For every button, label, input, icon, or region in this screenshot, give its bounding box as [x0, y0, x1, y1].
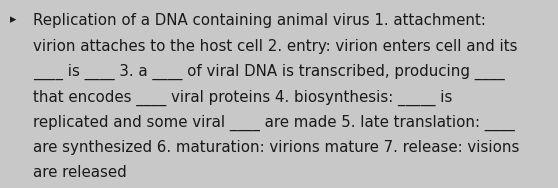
- Text: ▸: ▸: [10, 13, 16, 26]
- Text: are synthesized 6. maturation: virions mature 7. release: visions: are synthesized 6. maturation: virions m…: [33, 140, 520, 155]
- Text: virion attaches to the host cell 2. entry: virion enters cell and its: virion attaches to the host cell 2. entr…: [33, 39, 518, 54]
- Text: Replication of a DNA containing animal virus 1. attachment:: Replication of a DNA containing animal v…: [33, 13, 487, 28]
- Text: replicated and some viral ____ are made 5. late translation: ____: replicated and some viral ____ are made …: [33, 115, 515, 131]
- Text: are released: are released: [33, 165, 127, 180]
- Text: that encodes ____ viral proteins 4. biosynthesis: _____ is: that encodes ____ viral proteins 4. bios…: [33, 89, 453, 105]
- Text: ____ is ____ 3. a ____ of viral DNA is transcribed, producing ____: ____ is ____ 3. a ____ of viral DNA is t…: [33, 64, 505, 80]
